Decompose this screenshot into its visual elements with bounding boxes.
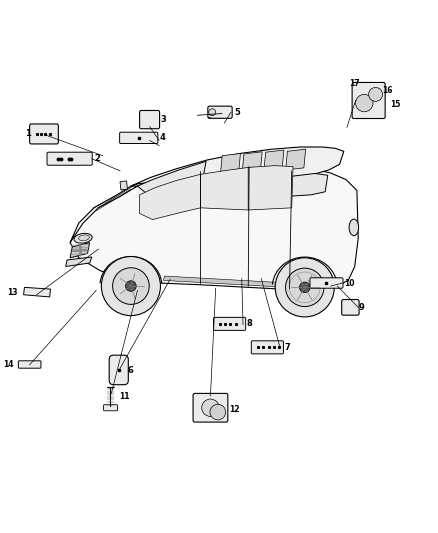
- Polygon shape: [286, 149, 306, 170]
- FancyBboxPatch shape: [342, 300, 359, 315]
- FancyBboxPatch shape: [18, 361, 41, 368]
- Polygon shape: [138, 161, 206, 196]
- Text: 1: 1: [25, 130, 31, 139]
- FancyBboxPatch shape: [208, 106, 232, 118]
- Polygon shape: [70, 186, 138, 243]
- Text: 11: 11: [119, 392, 130, 401]
- Polygon shape: [220, 154, 240, 174]
- Circle shape: [101, 256, 160, 316]
- Circle shape: [126, 281, 136, 292]
- Text: 8: 8: [247, 319, 253, 328]
- Text: 17: 17: [350, 79, 360, 88]
- Circle shape: [210, 404, 226, 420]
- Polygon shape: [242, 152, 262, 173]
- Text: 6: 6: [127, 366, 133, 375]
- Circle shape: [356, 94, 373, 112]
- FancyBboxPatch shape: [103, 405, 117, 411]
- Polygon shape: [120, 181, 127, 190]
- Text: 3: 3: [160, 115, 166, 124]
- Polygon shape: [140, 174, 201, 220]
- Text: 10: 10: [344, 279, 354, 287]
- FancyBboxPatch shape: [140, 110, 159, 129]
- Text: 12: 12: [229, 405, 239, 414]
- FancyBboxPatch shape: [30, 124, 58, 144]
- Polygon shape: [24, 287, 50, 297]
- FancyBboxPatch shape: [352, 83, 385, 118]
- Text: 9: 9: [359, 303, 365, 312]
- Polygon shape: [163, 276, 289, 287]
- Text: 13: 13: [7, 288, 18, 297]
- Circle shape: [286, 268, 324, 306]
- Polygon shape: [264, 150, 284, 171]
- FancyBboxPatch shape: [213, 317, 246, 330]
- FancyBboxPatch shape: [310, 278, 343, 288]
- Polygon shape: [70, 243, 90, 258]
- Circle shape: [113, 268, 149, 304]
- Polygon shape: [271, 174, 328, 196]
- FancyBboxPatch shape: [120, 132, 158, 143]
- Text: 5: 5: [234, 108, 240, 117]
- FancyBboxPatch shape: [109, 355, 128, 385]
- Polygon shape: [201, 167, 248, 210]
- Text: 4: 4: [159, 133, 165, 142]
- Text: 15: 15: [390, 100, 401, 109]
- Polygon shape: [248, 166, 293, 210]
- Circle shape: [369, 87, 382, 101]
- Circle shape: [300, 282, 310, 293]
- Ellipse shape: [349, 219, 359, 236]
- Text: 2: 2: [94, 154, 100, 163]
- Ellipse shape: [78, 235, 89, 241]
- FancyBboxPatch shape: [193, 393, 228, 422]
- FancyBboxPatch shape: [251, 341, 283, 354]
- Circle shape: [202, 399, 219, 416]
- Circle shape: [209, 109, 215, 116]
- Polygon shape: [70, 164, 358, 289]
- Text: 7: 7: [284, 343, 290, 352]
- Circle shape: [275, 258, 334, 317]
- Text: 14: 14: [3, 360, 14, 369]
- Polygon shape: [66, 257, 92, 266]
- FancyBboxPatch shape: [47, 152, 92, 165]
- Polygon shape: [131, 147, 344, 186]
- Ellipse shape: [74, 233, 92, 243]
- Text: 16: 16: [381, 86, 392, 95]
